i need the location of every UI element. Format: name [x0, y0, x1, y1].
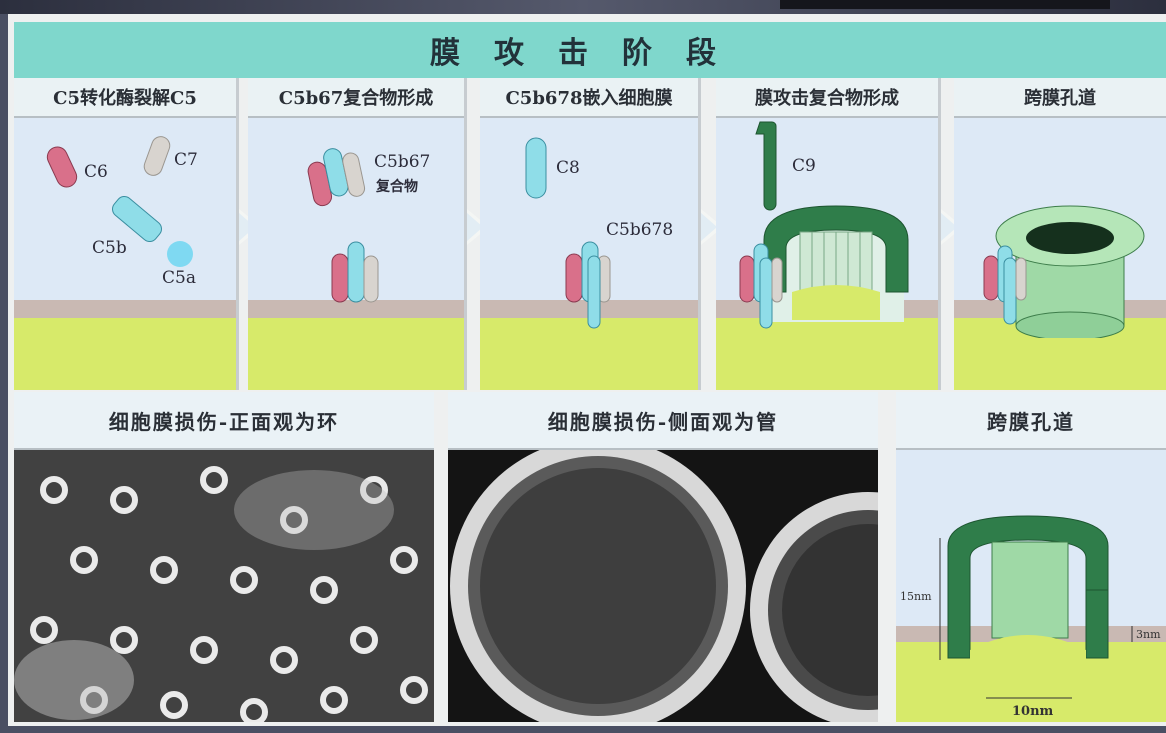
panel-heading: C5转化酶裂解C5 — [14, 78, 236, 118]
panel-heading: 跨膜孔道 — [896, 392, 1166, 450]
em-ring — [190, 636, 218, 664]
panel-transmembrane-pore: 跨膜孔道 — [954, 78, 1166, 390]
c8-protein — [525, 137, 547, 199]
c5b678-drawing — [525, 137, 611, 329]
label-c5b67: C5b67 — [374, 152, 431, 172]
c5-components-drawing — [46, 136, 193, 267]
label-c9: C9 — [792, 156, 816, 176]
label-c5a: C5a — [162, 268, 196, 288]
title-band: 膜攻击阶段 — [14, 22, 1166, 78]
panel-c5b678-insertion: C5b678嵌入细胞膜 C8 C5b678 — [480, 78, 701, 390]
panel-c5b67-formation: C5b67复合物形成 C5b67 复合物 — [248, 78, 467, 390]
panel-heading: 跨膜孔道 — [954, 78, 1166, 118]
panel-body: C5b67 复合物 — [248, 118, 464, 390]
em-ring — [270, 646, 298, 674]
dim-thickness: 3nm — [1136, 628, 1161, 641]
em-ring — [390, 546, 418, 574]
em-photo-vesicles — [448, 450, 878, 722]
c5b67-complex-membrane — [331, 241, 379, 303]
panel-heading: 细胞膜损伤-侧面观为管 — [448, 392, 878, 450]
label-c8: C8 — [556, 158, 580, 178]
c5b67-drawing — [307, 148, 379, 303]
tubular-pore — [995, 205, 1145, 338]
panel-em-face-view: 细胞膜损伤-正面观为环 — [14, 392, 434, 722]
screen-top-dark-strip — [780, 0, 1110, 9]
slide: 膜攻击阶段 C5转化酶裂解C5 C6 C7 C5b C5a C5b67复合物形成 — [8, 14, 1166, 726]
panel-pore-dimensions: 跨膜孔道 15nm 3nm 10nm — [896, 392, 1166, 722]
em-ring — [30, 616, 58, 644]
em-ring — [230, 566, 258, 594]
em-ring — [110, 626, 138, 654]
c5a-fragment — [167, 241, 193, 267]
panel-heading: 膜攻击复合物形成 — [716, 78, 938, 118]
pore-drawing — [983, 205, 1145, 338]
em-ring — [70, 546, 98, 574]
em-ring — [310, 576, 338, 604]
cell-membrane — [14, 300, 236, 318]
panel-body: C6 C7 C5b C5a — [14, 118, 236, 390]
panel-body: C9 — [716, 118, 938, 390]
em-ring — [350, 626, 378, 654]
mac-drawing — [739, 121, 909, 329]
panel-heading: C5b678嵌入细胞膜 — [480, 78, 698, 118]
dim-width: 10nm — [1012, 704, 1054, 719]
em-ring — [280, 506, 308, 534]
label-c7: C7 — [174, 150, 198, 170]
panel-heading: 细胞膜损伤-正面观为环 — [14, 392, 434, 450]
mac-pore — [763, 205, 909, 322]
panel-c5-cleavage: C5转化酶裂解C5 C6 C7 C5b C5a — [14, 78, 239, 390]
panel-em-side-view: 细胞膜损伤-侧面观为管 — [448, 392, 878, 722]
panel-mac-formation: 膜攻击复合物形成 — [716, 78, 941, 390]
em-ring — [320, 686, 348, 714]
label-complex: 复合物 — [376, 179, 418, 195]
label-c5b: C5b — [92, 238, 127, 258]
em-ring — [160, 691, 188, 719]
label-c6: C6 — [84, 162, 108, 182]
em-ring — [360, 476, 388, 504]
c9-protein — [755, 121, 777, 211]
cytoplasm — [480, 318, 698, 390]
em-ring — [150, 556, 178, 584]
cytoplasm — [248, 318, 464, 390]
pore-cross-section — [939, 515, 1133, 699]
cell-membrane — [248, 300, 464, 318]
cytoplasm — [716, 318, 938, 390]
panel-heading: C5b67复合物形成 — [248, 78, 464, 118]
c5b67-complex-free — [307, 148, 366, 207]
panel-body — [954, 118, 1166, 390]
diagram-body: 15nm 3nm 10nm — [896, 450, 1166, 722]
c5b678-complex — [565, 241, 611, 329]
c5b678-complex — [739, 243, 783, 329]
panel-body: C8 C5b678 — [480, 118, 698, 390]
em-ring — [240, 698, 268, 722]
c5b678-complex — [983, 245, 1027, 325]
em-ring — [40, 476, 68, 504]
cytoplasm — [14, 318, 236, 390]
dim-height: 15nm — [900, 590, 932, 603]
em-ring — [400, 676, 428, 704]
em-ring — [110, 486, 138, 514]
em-photo-rings — [14, 450, 434, 722]
c6-protein — [46, 146, 78, 188]
c5b-protein — [112, 195, 162, 243]
em-ring — [200, 466, 228, 494]
label-c5b678: C5b678 — [606, 220, 674, 240]
slide-title: 膜攻击阶段 — [430, 36, 750, 71]
c7-protein — [143, 136, 171, 176]
